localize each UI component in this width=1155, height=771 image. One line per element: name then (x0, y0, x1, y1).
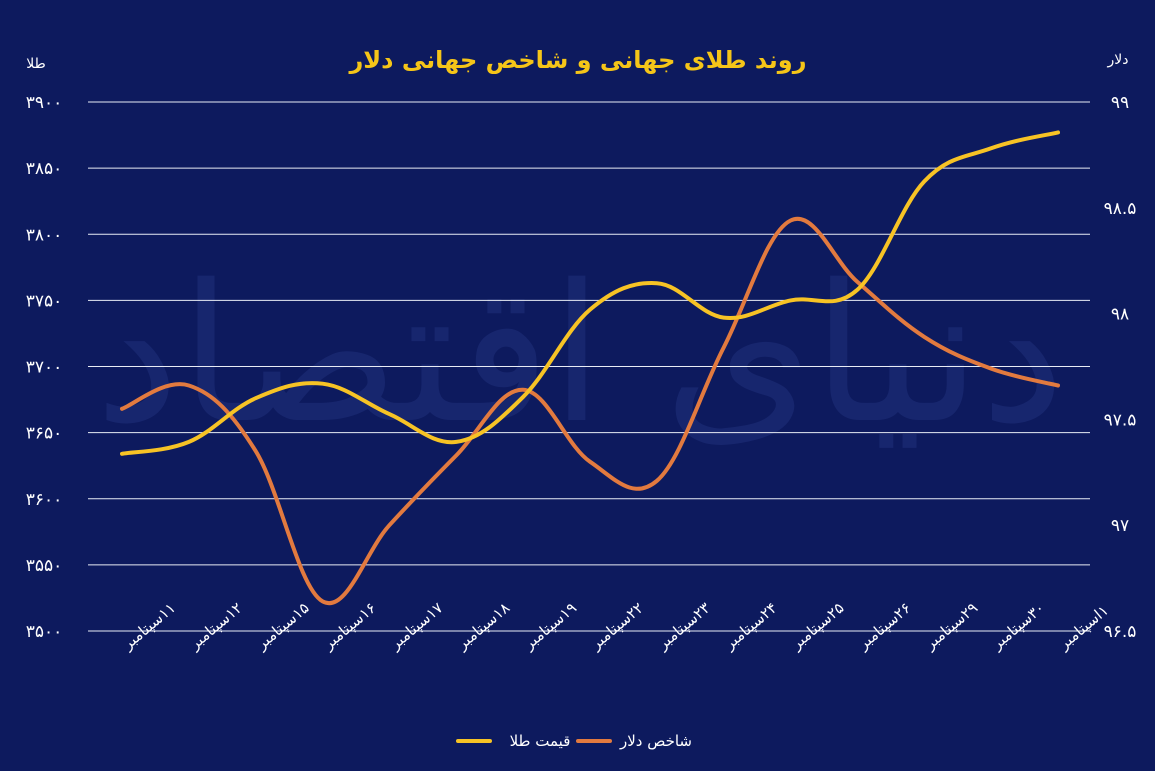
x-tick-label: ۲۳سپتامبر (653, 599, 714, 655)
y-right-tick-label: ۹۹ (1111, 93, 1129, 113)
legend: قیمت طلا شاخص دلار (456, 732, 692, 750)
series-lines (120, 130, 1060, 606)
x-tick-label: ۱۵سپتامبر (252, 599, 313, 655)
y-left-tick-label: ۳۶۰۰ (26, 490, 63, 510)
x-tick-label: ۱۶سپتامبر (319, 599, 380, 655)
x-tick-label: ۲۵سپتامبر (787, 599, 848, 655)
x-tick-label: ۱۷سپتامبر (386, 599, 447, 655)
x-tick-label: ۲۴سپتامبر (720, 599, 781, 655)
y-left-tick-label: ۳۹۰۰ (26, 93, 63, 113)
x-tick-label: ۲۶سپتامبر (854, 599, 915, 655)
y-right-tick-label: ۹۸ (1111, 305, 1129, 325)
x-tick-labels: ۱۱سپتامبر ۱۲سپتامبر ۱۵سپتامبر ۱۶سپتامبر ۱۷سپ… (118, 599, 1112, 655)
x-tick-label: ۱۱سپتامبر (118, 599, 179, 655)
y-left-unit-label: طلا (26, 56, 46, 72)
grid-lines (88, 101, 1090, 632)
y-left-tick-labels: ۳۹۰۰ ۳۸۵۰ ۳۸۰۰ ۳۷۵۰ ۳۷۰۰ ۳۶۵۰ ۳۶۰۰ ۳۵۵۰ ۳۵۰۰ (26, 93, 63, 642)
x-tick-label: ۱۸سپتامبر (453, 599, 514, 655)
y-left-tick-label: ۳۸۰۰ (26, 225, 63, 245)
y-left-tick-label: ۳۶۵۰ (26, 424, 63, 444)
chart-title: روند طلای جهانی و شاخص جهانی دلار (348, 46, 806, 74)
series-line-gold (120, 130, 1060, 456)
y-right-tick-labels: ۹۹ ۹۸.۵ ۹۸ ۹۷.۵ ۹۷ ۹۶.۵ (1104, 93, 1137, 642)
y-left-tick-label: ۳۵۵۰ (26, 556, 63, 576)
y-left-tick-label: ۳۷۰۰ (26, 358, 63, 378)
x-tick-label: ۲۹سپتامبر (921, 599, 982, 655)
series-line-dollar (120, 216, 1060, 606)
legend-label-dollar: شاخص دلار (619, 732, 692, 750)
y-right-tick-label: ۹۷.۵ (1104, 410, 1137, 430)
y-right-unit-label: دلار (1107, 52, 1129, 68)
y-right-tick-label: ۹۸.۵ (1104, 199, 1137, 219)
x-tick-label: ۱۲سپتامبر (185, 599, 246, 655)
x-tick-label: ۱۹سپتامبر (519, 599, 580, 655)
watermark: دنیای اقتصاد (95, 244, 1065, 465)
y-right-tick-label: ۹۷ (1111, 516, 1129, 536)
x-tick-label: ۳۰سپتامبر (987, 599, 1048, 655)
y-left-tick-label: ۳۷۵۰ (26, 291, 63, 311)
y-left-tick-label: ۳۵۰۰ (26, 622, 63, 642)
y-right-tick-label: ۹۶.۵ (1104, 622, 1137, 642)
legend-label-gold: قیمت طلا (510, 732, 571, 750)
y-left-tick-label: ۳۸۵۰ (26, 159, 63, 179)
x-tick-label: ۲۲سپتامبر (586, 599, 647, 655)
